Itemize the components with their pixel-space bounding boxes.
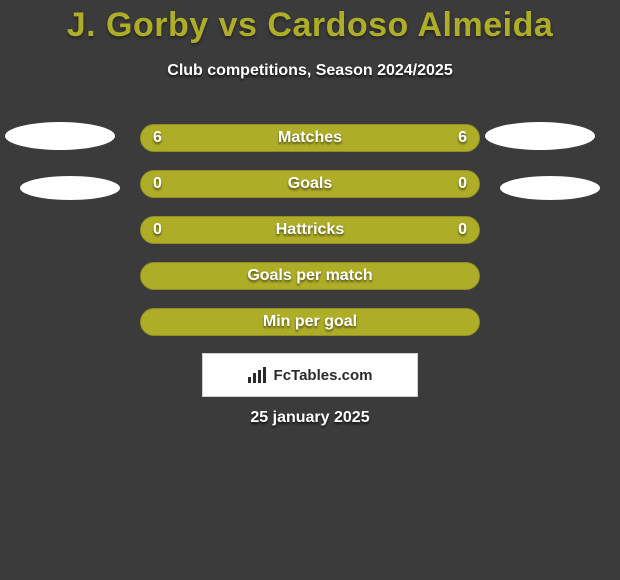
snapshot-date: 25 january 2025 — [0, 409, 620, 427]
stat-label: Matches — [141, 129, 479, 147]
comparison-card: J. Gorby vs Cardoso Almeida Club competi… — [0, 0, 620, 580]
stat-row-goals-per-match: Goals per match — [140, 262, 480, 290]
comparison-rows: 6 Matches 6 0 Goals 0 0 Hattricks 0 Goal… — [0, 124, 620, 354]
stat-row-matches: 6 Matches 6 — [140, 124, 480, 152]
stat-label: Hattricks — [141, 221, 479, 239]
stat-row-goals: 0 Goals 0 — [140, 170, 480, 198]
stat-label: Goals — [141, 175, 479, 193]
stat-label: Goals per match — [141, 267, 479, 285]
stat-row-min-per-goal: Min per goal — [140, 308, 480, 336]
page-subtitle: Club competitions, Season 2024/2025 — [0, 62, 620, 80]
stat-right-value: 6 — [458, 129, 467, 147]
attribution-brand: FcTables.com — [274, 367, 373, 384]
stat-right-value: 0 — [458, 221, 467, 239]
stat-right-value: 0 — [458, 175, 467, 193]
attribution-box: FcTables.com — [202, 353, 418, 397]
bar-chart-icon — [248, 367, 268, 383]
page-title: J. Gorby vs Cardoso Almeida — [0, 6, 620, 45]
stat-row-hattricks: 0 Hattricks 0 — [140, 216, 480, 244]
stat-label: Min per goal — [141, 313, 479, 331]
